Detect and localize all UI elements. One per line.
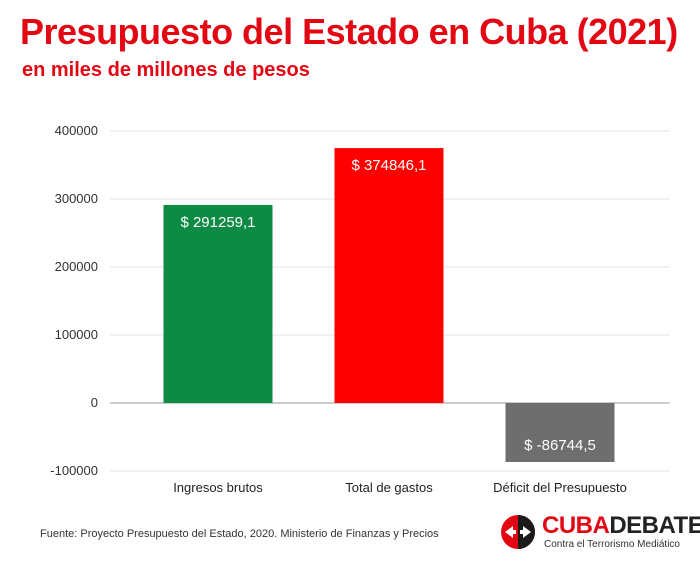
y-tick-label: 100000 [55,327,98,342]
logo-word-debate: DEBATE [609,512,700,539]
chart-subtitle: en miles de millones de pesos [22,59,310,81]
bar [334,148,444,403]
x-category-label: Total de gastos [345,480,433,495]
logo-word-cuba: CUBA [542,512,610,539]
cubadebate-logo: CUBADEBATE Contra el Terrorismo Mediátic… [500,508,700,556]
bar-chart: 400000 300000 200000 100000 0 -100000 $ 291259… [50,123,670,495]
x-category-label: Déficit del Presupuesto [493,480,627,495]
y-tick-label: -100000 [50,463,98,478]
cubadebate-arrows-icon [501,515,535,549]
chart-title: Presupuesto del Estado en Cuba (2021) [20,11,678,52]
y-tick-label: 300000 [55,191,98,206]
bar [163,204,273,403]
data-label: $ -86744,5 [524,437,596,454]
x-category-label: Ingresos brutos [173,480,263,495]
data-label: $ 291259,1 [180,214,255,231]
y-tick-label: 0 [91,395,98,410]
y-tick-label: 200000 [55,259,98,274]
bar [505,403,615,462]
data-label: $ 374846,1 [351,157,426,174]
source-note: Fuente: Proyecto Presupuesto del Estado,… [40,528,439,540]
logo-tagline: Contra el Terrorismo Mediático [544,539,680,550]
logo-wordmark: CUBADEBATE [542,513,700,539]
y-tick-label: 400000 [55,123,98,138]
